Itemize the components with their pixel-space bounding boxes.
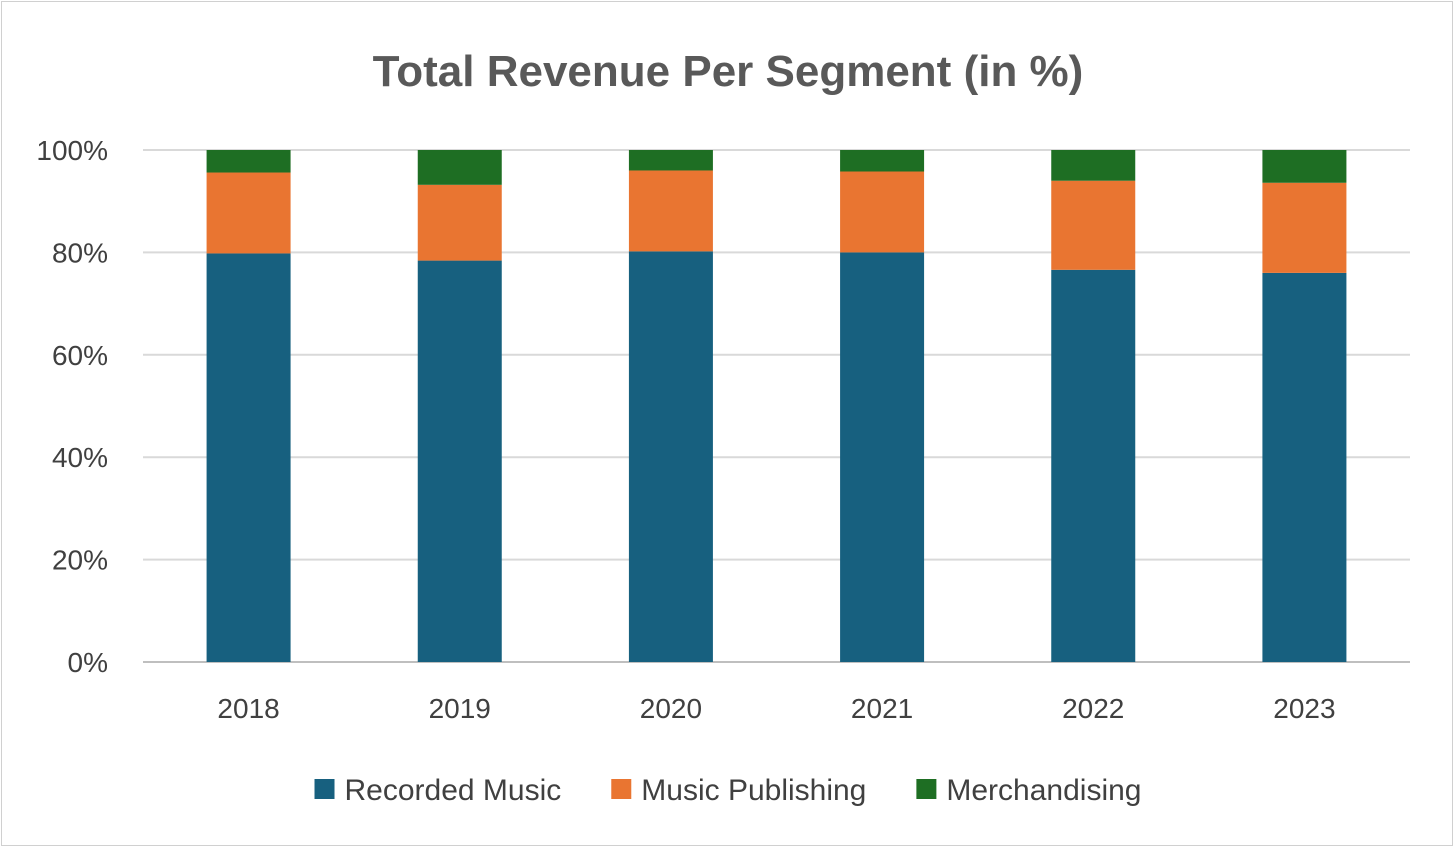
legend-label: Merchandising [946,774,1141,807]
y-tick-label: 80% [52,237,108,268]
bar-segment-merchandising [840,150,925,172]
bar-segment-music-publishing [206,172,291,254]
bar-segment-music-publishing [417,184,502,261]
x-axis-ticks: 2018 2019 2020 2021 2022 2023 [217,693,1335,724]
bars [206,150,1347,662]
legend-swatch [916,779,937,799]
y-tick-label: 100% [36,135,108,166]
bar-segment-recorded-music [840,252,925,662]
bar-segment-merchandising [1051,150,1136,181]
bar-segment-recorded-music [628,251,713,662]
bar-segment-merchandising [1262,150,1347,183]
y-tick-label: 40% [52,442,108,473]
bar-segment-merchandising [417,150,502,185]
bar-segment-merchandising [206,150,291,173]
x-tick-label: 2019 [429,693,491,724]
bar-segment-recorded-music [1262,272,1347,662]
y-tick-label: 20% [52,545,108,576]
chart-title: Total Revenue Per Segment (in %) [373,47,1084,96]
x-tick-label: 2022 [1062,693,1124,724]
legend-label: Music Publishing [641,774,866,807]
y-tick-label: 0% [68,647,108,678]
legend: Recorded Music Music Publishing Merchandis… [314,774,1141,807]
bar-segment-music-publishing [628,170,713,252]
x-tick-label: 2020 [640,693,702,724]
bar-segment-recorded-music [417,260,502,662]
y-axis-ticks: 0% 20% 40% 60% 80% 100% [36,135,108,678]
x-tick-label: 2023 [1273,693,1335,724]
bar-segment-recorded-music [206,253,291,662]
x-tick-label: 2018 [217,693,279,724]
bar-segment-music-publishing [1262,182,1347,273]
y-tick-label: 60% [52,340,108,371]
legend-swatch [314,779,335,799]
gridlines [143,149,1410,663]
bar-segment-recorded-music [1051,269,1136,662]
bar-segment-music-publishing [1051,180,1136,270]
legend-swatch [611,779,632,799]
bar-segment-music-publishing [840,171,925,253]
bar-segment-merchandising [628,150,713,171]
legend-label: Recorded Music [345,774,562,807]
x-tick-label: 2021 [851,693,913,724]
